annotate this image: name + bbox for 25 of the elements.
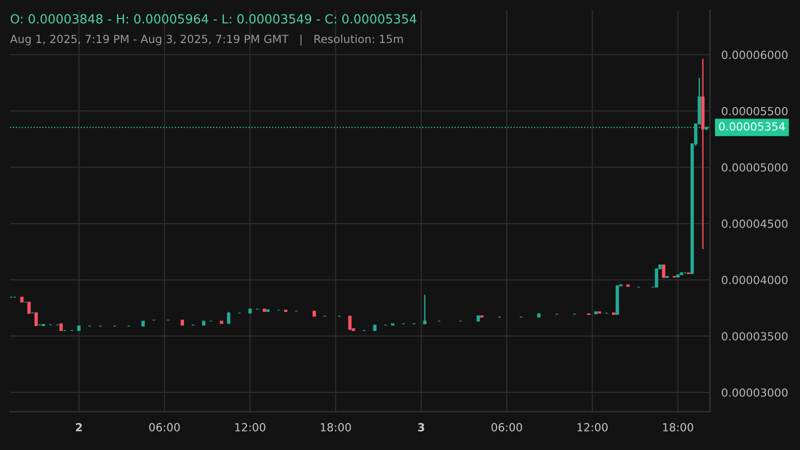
candlestick [34, 312, 38, 326]
candlestick [27, 302, 31, 314]
text: Aug 1, 2025, 7:19 PM - Aug 3, 2025, 7:19 PM GMT | Resolution: 15m [10, 34, 403, 46]
x-tick-label: 18:00 [320, 423, 351, 432]
candlestick [423, 294, 426, 324]
candlestick [348, 316, 352, 330]
x-tick-label: 18:00 [663, 423, 694, 432]
y-tick-label: 0.00004500 [722, 220, 788, 228]
y-tick-label: 0.00005500 [722, 106, 788, 116]
ref-line-label: 0.00005354 [719, 122, 785, 131]
y-tick-label: 0.00003000 [722, 388, 788, 397]
x-tick-label: 2 [76, 423, 82, 432]
y-tick-label: 0.00005000 [722, 163, 788, 172]
x-tick-label: 12:00 [578, 423, 608, 432]
candlestick [227, 311, 230, 324]
y-tick-label: 0.00003500 [722, 332, 788, 340]
x-tick-label: 3 [418, 423, 424, 432]
candlestick [654, 268, 658, 288]
candlestick [662, 264, 666, 278]
x-tick-label: 06:00 [491, 423, 522, 432]
y-tick-label: 0.00004000 [722, 276, 788, 284]
x-tick-label: 06:00 [149, 423, 180, 432]
x-tick-label: 12:00 [235, 423, 266, 432]
chart-title: O: 0.00003848 - H: 0.00005964 - L: 0.00003549 - C: 0.00005354 [10, 14, 416, 24]
y-tick-label: 0.00006000 [722, 50, 788, 60]
